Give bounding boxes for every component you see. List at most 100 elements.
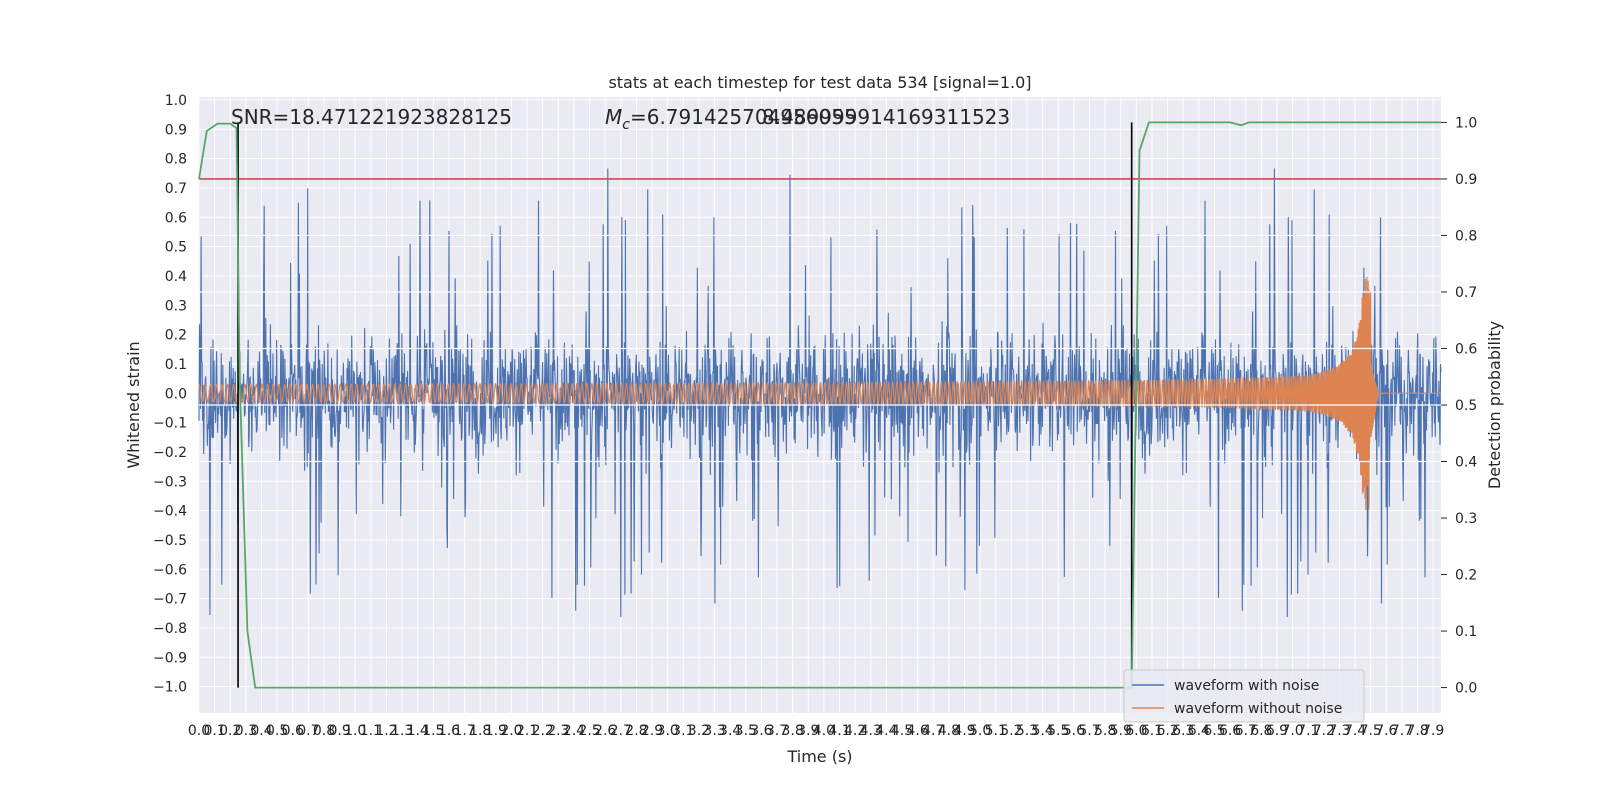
x-tick-label: 1.7 — [453, 723, 475, 739]
snr-annotation: SNR=18.471221923828125 — [231, 105, 512, 129]
y-tick-label: −0.8 — [153, 621, 187, 637]
x-tick-label: 3.1 — [672, 723, 694, 739]
x-tick-label: 7.3 — [1328, 723, 1350, 739]
x-tick-label: 4.3 — [860, 723, 882, 739]
x-tick-label: 2.8 — [625, 723, 647, 739]
x-tick-label: 2.0 — [500, 723, 522, 739]
x-tick-label: 5.1 — [985, 723, 1007, 739]
chart-title: stats at each timestep for test data 534… — [608, 73, 1031, 92]
x-tick-label: 6.0 — [1125, 723, 1147, 739]
x-tick-label: 7.9 — [1422, 723, 1444, 739]
x-tick-label: 3.7 — [766, 723, 788, 739]
y-tick-label: 0.0 — [165, 386, 187, 402]
x-tick-label: 3.9 — [797, 723, 819, 739]
x-tick-label: 5.8 — [1094, 723, 1116, 739]
x-tick-label: 6.6 — [1219, 723, 1241, 739]
x-tick-label: 3.8 — [782, 723, 804, 739]
x-tick-label: 1.3 — [391, 723, 413, 739]
x-tick-label: 7.6 — [1375, 723, 1397, 739]
x-tick-label: 2.4 — [563, 723, 585, 739]
y-tick-label: −0.7 — [153, 592, 187, 608]
y-right-tick-label: 0.1 — [1455, 624, 1477, 640]
y-tick-label: 0.1 — [165, 357, 187, 373]
x-tick-label: 0.4 — [250, 723, 272, 739]
x-tick-label: 4.6 — [907, 723, 929, 739]
x-tick-label: 2.1 — [516, 723, 538, 739]
x-axis-ticks: 0.00.10.20.30.40.50.60.70.80.91.01.11.21… — [188, 723, 1444, 739]
x-tick-label: 5.9 — [1110, 723, 1132, 739]
x-tick-label: 6.8 — [1250, 723, 1272, 739]
x-tick-label: 3.5 — [735, 723, 757, 739]
x-tick-label: 4.7 — [922, 723, 944, 739]
x-tick-label: 6.9 — [1266, 723, 1288, 739]
x-tick-label: 6.3 — [1172, 723, 1194, 739]
overlap-annotation: 8.489999914169311523 — [762, 105, 1010, 129]
x-tick-label: 4.0 — [813, 723, 835, 739]
x-tick-label: 0.1 — [203, 723, 225, 739]
x-tick-label: 0.7 — [297, 723, 319, 739]
x-tick-label: 2.2 — [532, 723, 554, 739]
legend-label-without-noise: waveform without noise — [1174, 701, 1342, 717]
x-tick-label: 1.8 — [469, 723, 491, 739]
x-tick-label: 7.2 — [1313, 723, 1335, 739]
y-axis-left-ticks: 1.0 0.9 0.8 0.7 0.6 0.5 0.4 0.3 0.2 0.1 0.0 −0.1 −0.… — [153, 93, 187, 696]
y-tick-label: −0.6 — [153, 562, 187, 578]
y-tick-label: 0.5 — [165, 240, 187, 256]
y-right-tick-label: 0.6 — [1455, 341, 1477, 357]
x-tick-label: 5.7 — [1078, 723, 1100, 739]
x-axis-label: Time (s) — [786, 747, 852, 766]
x-tick-label: 4.1 — [828, 723, 850, 739]
x-tick-label: 5.0 — [969, 723, 991, 739]
legend-label-with-noise: waveform with noise — [1174, 678, 1319, 694]
x-tick-label: 2.6 — [594, 723, 616, 739]
y-tick-label: 0.2 — [165, 328, 187, 344]
x-tick-label: 2.5 — [578, 723, 600, 739]
x-tick-label: 3.0 — [657, 723, 679, 739]
y-tick-label: −0.4 — [153, 504, 187, 520]
x-tick-label: 3.6 — [750, 723, 772, 739]
x-tick-label: 3.3 — [703, 723, 725, 739]
y-tick-label: 0.3 — [165, 298, 187, 314]
mc-annotation: Mc=6.791425704956055 — [605, 105, 857, 133]
y-tick-label: 0.8 — [165, 152, 187, 168]
series-detection-probability — [198, 121, 1441, 689]
x-tick-label: 5.6 — [1063, 723, 1085, 739]
x-tick-label: 7.4 — [1344, 723, 1366, 739]
y-right-tick-label: 0.7 — [1455, 285, 1477, 301]
y-right-tick-label: 0.2 — [1455, 568, 1477, 584]
x-tick-label: 1.9 — [485, 723, 507, 739]
y-right-tick-label: 0.3 — [1455, 511, 1477, 527]
x-tick-label: 0.9 — [328, 723, 350, 739]
detection-probability-line — [198, 121, 1441, 689]
y-right-tick-label: 1.0 — [1455, 115, 1477, 131]
x-tick-label: 7.0 — [1281, 723, 1303, 739]
x-tick-label: 0.2 — [219, 723, 241, 739]
x-tick-label: 7.1 — [1297, 723, 1319, 739]
y-right-tick-label: 0.4 — [1455, 455, 1477, 471]
x-tick-label: 1.0 — [344, 723, 366, 739]
y-axis-label-right: Detection probability — [1485, 321, 1504, 489]
x-tick-label: 7.7 — [1391, 723, 1413, 739]
x-tick-label: 0.6 — [282, 723, 304, 739]
x-tick-label: 5.2 — [1000, 723, 1022, 739]
x-tick-label: 4.2 — [844, 723, 866, 739]
x-tick-label: 1.6 — [438, 723, 460, 739]
x-tick-label: 1.4 — [407, 723, 429, 739]
x-tick-label: 5.5 — [1047, 723, 1069, 739]
x-tick-label: 1.5 — [422, 723, 444, 739]
x-tick-label: 4.4 — [875, 723, 897, 739]
y-tick-label: 0.7 — [165, 181, 187, 197]
x-tick-label: 0.0 — [188, 723, 210, 739]
legend-box — [1123, 669, 1365, 723]
x-tick-label: 6.2 — [1156, 723, 1178, 739]
y-right-tick-label: 0.5 — [1455, 398, 1477, 414]
x-tick-label: 1.1 — [360, 723, 382, 739]
y-right-tick-label: 0.9 — [1455, 172, 1477, 188]
y-tick-label: −0.2 — [153, 445, 187, 461]
x-tick-label: 2.9 — [641, 723, 663, 739]
x-tick-label: 0.8 — [313, 723, 335, 739]
x-tick-label: 2.3 — [547, 723, 569, 739]
y-tick-label: −0.1 — [153, 416, 187, 432]
x-tick-label: 0.5 — [266, 723, 288, 739]
